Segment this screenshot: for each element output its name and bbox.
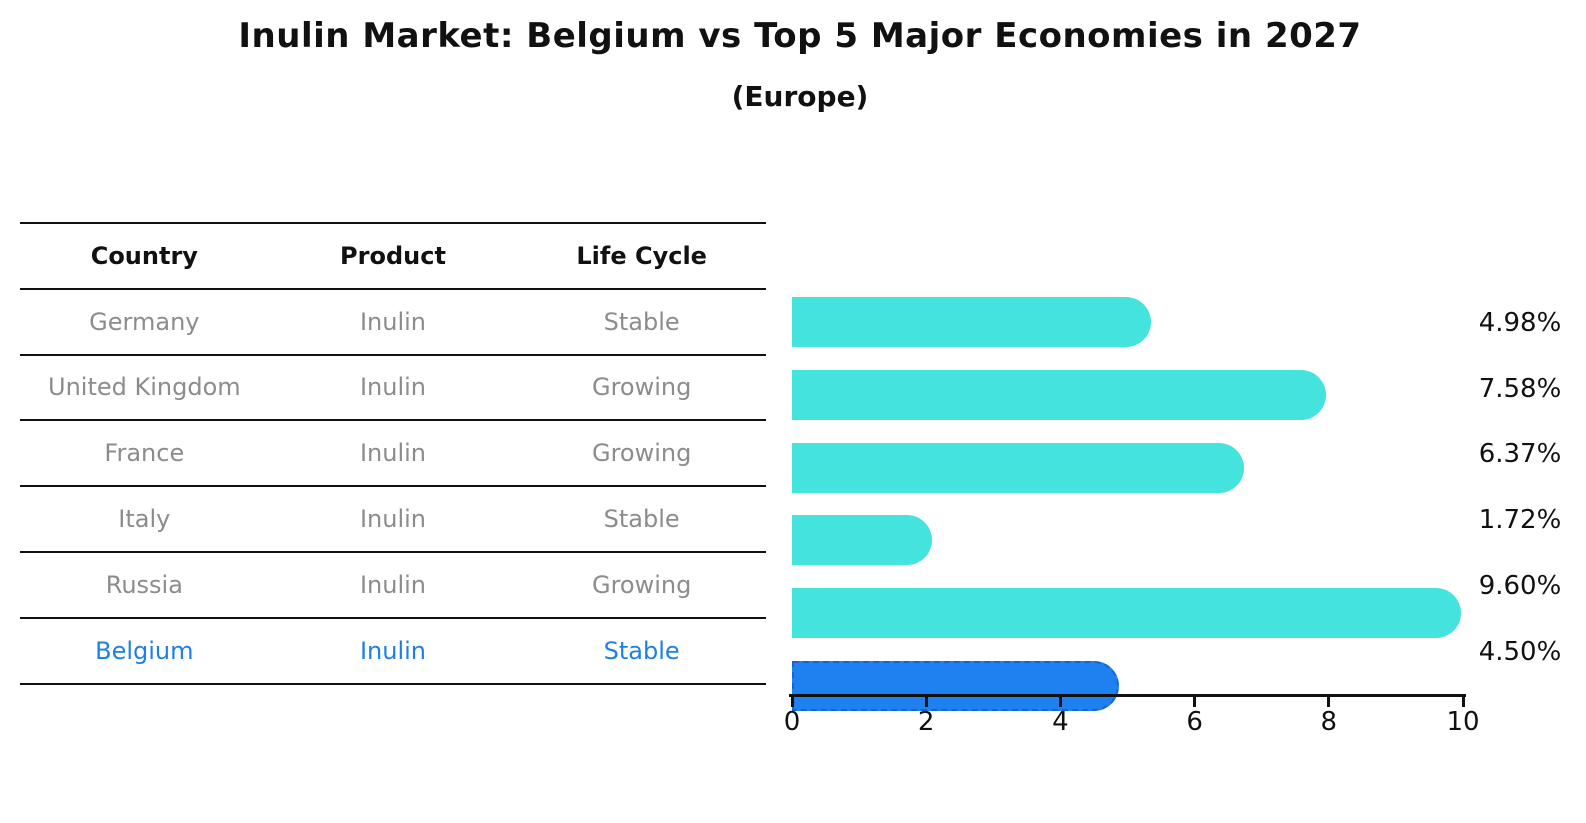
cell-country: Russia xyxy=(105,570,183,599)
value-label-france: 6.37% xyxy=(1478,439,1562,470)
cell-product: Inulin xyxy=(359,570,427,599)
x-tick-label-8: 8 xyxy=(1320,707,1338,737)
table-row-russia: Russia Inulin Growing xyxy=(20,553,766,619)
cell-life-cycle: Growing xyxy=(591,439,692,468)
x-tick-mark-2 xyxy=(924,697,928,707)
table-row-belgium: Belgium Inulin Stable xyxy=(20,619,766,685)
x-tick-mark-4 xyxy=(1058,697,1062,707)
cell-country: Belgium xyxy=(95,636,194,665)
cell-product: Inulin xyxy=(359,636,427,665)
cell-country: United Kingdom xyxy=(48,373,241,402)
country-table: Country Product Life Cycle Germany Inulin… xyxy=(20,222,766,685)
bar-russia xyxy=(792,588,1462,639)
bar-row-italy xyxy=(792,515,1512,581)
table-header-row: Country Product Life Cycle xyxy=(20,224,766,290)
chart-subtitle: (Europe) xyxy=(731,80,869,113)
value-label-russia: 9.60% xyxy=(1478,571,1562,602)
bar-belgium xyxy=(792,660,1119,711)
x-tick-label-10: 10 xyxy=(1446,707,1480,737)
table-row-italy: Italy Inulin Stable xyxy=(20,487,766,553)
table-row-germany: Germany Inulin Stable xyxy=(20,290,766,356)
x-tick-label-2: 2 xyxy=(917,707,935,737)
bar-row-france xyxy=(792,442,1512,509)
cell-life-cycle: Growing xyxy=(591,570,692,599)
x-tick-label-6: 6 xyxy=(1186,707,1203,737)
x-tick-label-4: 4 xyxy=(1052,707,1069,737)
bar-italy xyxy=(792,515,933,566)
x-axis-line xyxy=(789,694,1466,697)
value-label-italy: 1.72% xyxy=(1478,505,1562,536)
cell-product: Inulin xyxy=(359,439,427,468)
cell-life-cycle: Growing xyxy=(591,373,692,402)
x-tick-mark-8 xyxy=(1327,697,1331,707)
bar-value-labels: 4.98% 7.58% 6.37% 1.72% 9.60% 4.50% xyxy=(1468,290,1572,685)
cell-product: Inulin xyxy=(359,307,427,336)
x-tick-mark-6 xyxy=(1193,697,1197,707)
cell-life-cycle: Stable xyxy=(603,636,680,665)
x-tick-mark-10 xyxy=(1461,697,1465,707)
bar-row-germany xyxy=(792,297,1512,363)
bar-united-kingdom xyxy=(792,369,1326,420)
cell-product: Inulin xyxy=(359,373,427,402)
cell-country: Germany xyxy=(89,307,200,336)
chart-title: Inulin Market: Belgium vs Top 5 Major Ec… xyxy=(238,16,1362,56)
value-label-germany: 4.98% xyxy=(1478,307,1562,338)
x-tick-label-0: 0 xyxy=(783,707,801,737)
column-header-product: Product xyxy=(340,241,446,270)
table-body: Germany Inulin Stable United Kingdom Inulin G… xyxy=(20,290,766,685)
bar-row-united-kingdom xyxy=(792,369,1512,436)
bar-row-russia xyxy=(792,588,1512,654)
cell-country: France xyxy=(104,439,185,468)
column-header-country: Country xyxy=(90,241,198,270)
column-header-lifecycle: Life Cycle xyxy=(576,241,707,270)
table-row-united-kingdom: United Kingdom Inulin Growing xyxy=(20,356,766,422)
cell-life-cycle: Stable xyxy=(603,307,680,336)
bar-row-belgium xyxy=(792,660,1512,727)
value-label-belgium: 4.50% xyxy=(1478,636,1562,667)
value-label-united-kingdom: 7.58% xyxy=(1478,373,1562,404)
cell-product: Inulin xyxy=(359,505,427,534)
bar-germany xyxy=(792,297,1152,347)
x-tick-mark-0 xyxy=(790,697,794,707)
cell-life-cycle: Stable xyxy=(603,505,680,534)
table-row-france: France Inulin Growing xyxy=(20,421,766,488)
bar-chart-plot-area xyxy=(792,290,1512,727)
cell-country: Italy xyxy=(118,505,171,534)
bar-france xyxy=(792,442,1245,493)
